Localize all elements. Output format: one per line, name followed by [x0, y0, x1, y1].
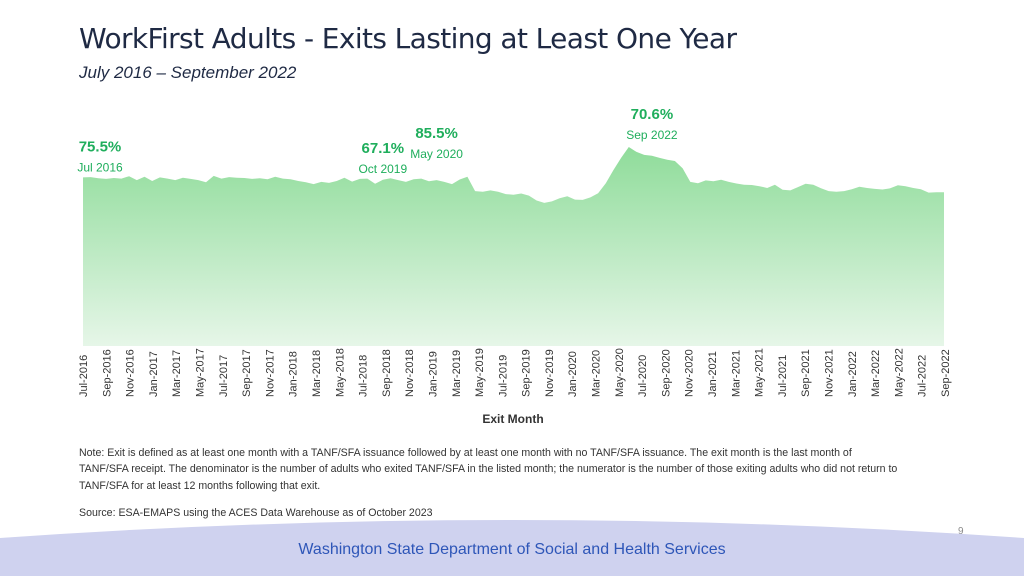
footnote: Note: Exit is defined as at least one mo… [79, 447, 898, 492]
x-tick-label: Sep-2019 [521, 349, 533, 397]
annotation-label: May 2020 [410, 147, 463, 161]
x-tick-label: May-2018 [334, 348, 346, 397]
x-tick-label: Nov-2018 [404, 349, 416, 397]
footer-band [0, 520, 1024, 576]
x-tick-label: May-2017 [195, 348, 207, 397]
x-tick-label: Jul-2017 [218, 355, 230, 397]
x-tick-label: Jan-2021 [707, 351, 719, 397]
x-tick-label: Jul-2018 [358, 355, 370, 397]
x-tick-label: Jul-2016 [78, 355, 90, 397]
annotation-label: Sep 2022 [626, 128, 678, 142]
x-tick-label: Nov-2016 [125, 349, 137, 397]
x-tick-label: Jan-2022 [847, 351, 859, 397]
x-tick-label: May-2021 [754, 348, 766, 397]
source-note: Source: ESA-EMAPS using the ACES Data Wa… [79, 507, 433, 519]
x-tick-label: Sep-2020 [660, 349, 672, 397]
x-tick-label: Sep-2021 [800, 349, 812, 397]
x-tick-label: Mar-2022 [870, 350, 882, 397]
x-tick-label: Nov-2021 [824, 349, 836, 397]
x-tick-label: Jul-2021 [777, 355, 789, 397]
x-tick-label: Jan-2018 [288, 351, 300, 397]
x-tick-label: Mar-2018 [311, 350, 323, 397]
x-tick-label: Jan-2017 [148, 351, 160, 397]
annotation-value: 67.1% [362, 140, 405, 157]
x-tick-label: Sep-2017 [241, 349, 253, 397]
area-series [83, 147, 944, 346]
x-tick-label: Mar-2020 [591, 350, 603, 397]
x-tick-label: Nov-2019 [544, 349, 556, 397]
slide-subtitle: July 2016 – September 2022 [79, 63, 297, 82]
page-number: 9 [958, 526, 964, 537]
x-tick-label: Jan-2019 [428, 351, 440, 397]
footer-department-name: Washington State Department of Social an… [298, 541, 726, 558]
annotation-label: Oct 2019 [358, 162, 407, 176]
x-tick-label: May-2019 [474, 348, 486, 397]
annotation-label: Jul 2016 [77, 160, 123, 174]
x-tick-label: Nov-2020 [684, 349, 696, 397]
x-tick-label: May-2022 [893, 348, 905, 397]
x-tick-label: Jul-2019 [497, 355, 509, 397]
x-tick-label: Mar-2017 [171, 350, 183, 397]
x-tick-label: Sep-2022 [940, 349, 952, 397]
annotation-value: 85.5% [415, 125, 458, 142]
x-tick-label: Mar-2021 [730, 350, 742, 397]
annotation-value: 75.5% [79, 138, 122, 155]
x-tick-label: Jan-2020 [567, 351, 579, 397]
exits-area-chart: Jul-2016 Sep-2016 Nov-2016 Jan-2017 Mar-2017… [77, 106, 952, 426]
x-tick-label: Jul-2022 [917, 355, 929, 397]
x-tick-label: Mar-2019 [451, 350, 463, 397]
x-axis-title: Exit Month [482, 412, 543, 426]
x-tick-label: Sep-2016 [101, 349, 113, 397]
x-tick-label: Sep-2018 [381, 349, 393, 397]
annotation-value: 70.6% [631, 106, 674, 123]
x-tick-label: Nov-2017 [264, 349, 276, 397]
slide-title: WorkFirst Adults - Exits Lasting at Leas… [79, 22, 737, 55]
x-tick-label: May-2020 [614, 348, 626, 397]
x-tick-label: Jul-2020 [637, 355, 649, 397]
